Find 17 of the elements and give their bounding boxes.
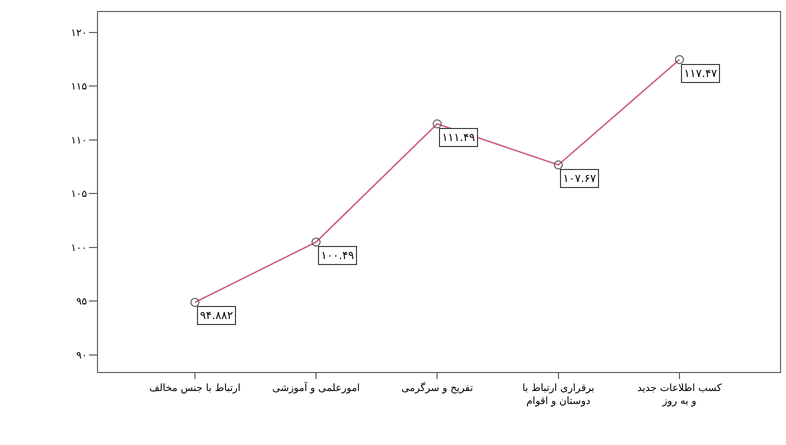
- y-tick-label: ۹۵: [76, 296, 87, 308]
- x-tick-label: تفریح و سرگرمی: [401, 382, 474, 394]
- x-tick-label: برقراری ارتباط با دوستان و اقوام: [522, 383, 594, 407]
- y-tick-label: ۱۰۰: [70, 242, 87, 254]
- data-label: ۱۱۱.۴۹: [442, 131, 476, 144]
- y-tick-label: ۹۰: [76, 350, 87, 362]
- y-tick-label: ۱۰۵: [70, 189, 87, 200]
- x-tick-label: ارتباط با جنس مخالف: [149, 383, 241, 394]
- data-label: ۹۴.۸۸۲: [200, 309, 234, 322]
- y-tick-label: ۱۲۰: [70, 28, 87, 39]
- y-tick-label: ۱۱۰: [70, 135, 87, 146]
- data-label: ۱۰۰.۴۹: [321, 249, 354, 262]
- data-label: ۱۰۷.۶۷: [563, 172, 596, 185]
- x-tick-label: کسب اطلاعات جدید و به روز: [637, 383, 722, 407]
- x-tick-label: امورعلمی و آموزشی: [272, 381, 360, 394]
- data-label: ۱۱۷.۴۷: [684, 67, 718, 80]
- y-tick-label: ۱۱۵: [70, 82, 87, 93]
